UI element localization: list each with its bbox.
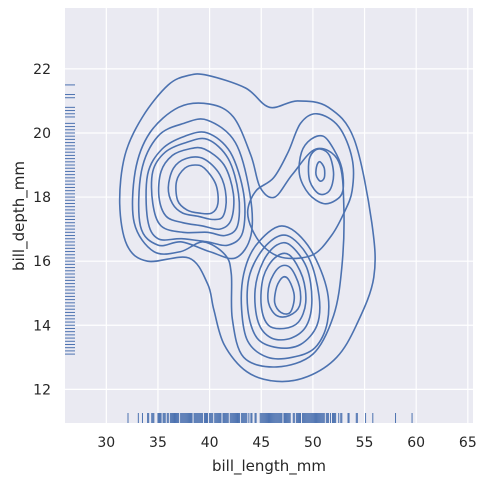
y-tick-labels: 12 14 16 18 20 22 [33,62,51,398]
y-tick-label: 12 [33,382,51,398]
contour-level-3 [298,134,345,205]
x-tick-label: 45 [252,435,270,451]
x-tick-label: 30 [97,435,115,451]
y-tick-label: 20 [33,126,51,142]
x-tick-label: 65 [459,435,477,451]
y-axis-label: bill_depth_mm [10,161,29,271]
x-tick-labels: 30 35 40 45 50 55 60 65 [97,435,476,451]
contour-level-8 [175,164,219,215]
y-tick-label: 22 [33,62,51,78]
contour-level-5 [315,160,326,182]
y-tick-label: 18 [33,190,51,206]
contour-level-3 [137,118,254,260]
x-tick-label: 35 [149,435,167,451]
contour-level-2 [246,112,355,260]
contour-level-5 [150,137,241,237]
contour-level-6 [157,146,235,231]
contour-level-8 [273,275,296,315]
plot-background [65,8,473,423]
contour-lines [118,73,376,383]
y-tick-label: 14 [33,318,51,334]
contour-level-7 [167,156,228,221]
rug-marks [65,84,413,423]
x-tick-label: 40 [201,435,219,451]
contour-level-4 [307,148,335,196]
x-tick-label: 50 [304,435,322,451]
contour-level-6 [260,252,307,330]
y-tick-label: 16 [33,254,51,270]
x-tick-label: 55 [356,435,374,451]
x-tick-label: 60 [407,435,425,451]
contour-level-4 [246,234,321,349]
x-axis-label: bill_length_mm [212,457,326,476]
contour-level-7 [267,264,302,318]
contour-level-5 [254,241,313,341]
contour-level-2 [131,102,345,368]
contour-level-3 [240,225,330,360]
contour-level-4 [145,131,246,247]
contour-level-1 [118,73,376,383]
